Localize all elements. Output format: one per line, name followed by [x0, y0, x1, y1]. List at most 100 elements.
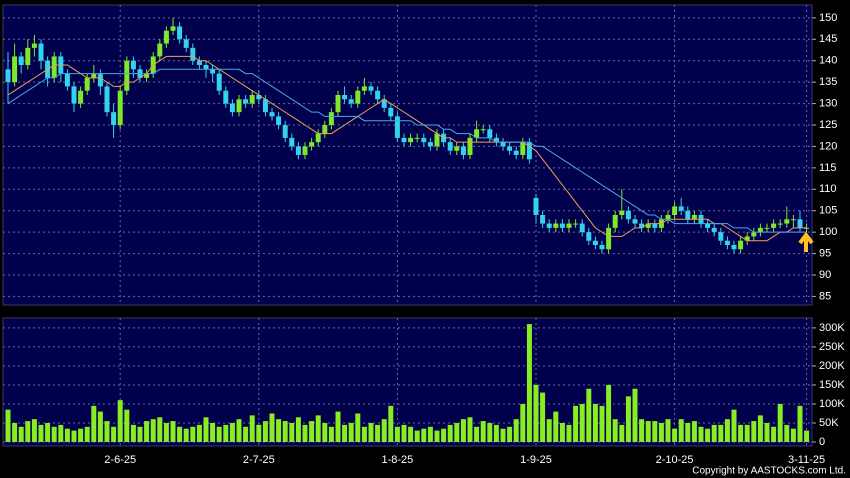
volume-bar — [276, 419, 282, 442]
y-tick-label: 150 — [819, 12, 837, 24]
volume-bar — [249, 415, 255, 442]
candle-body — [586, 232, 592, 241]
volume-bar — [216, 426, 222, 442]
volume-bar — [639, 419, 645, 442]
candle-body — [144, 73, 150, 78]
volume-bar — [91, 405, 97, 442]
volume-bar — [658, 422, 664, 442]
volume-bar — [744, 424, 750, 442]
volume-bar — [203, 417, 209, 442]
volume-bar — [526, 324, 532, 442]
volume-bar — [309, 421, 315, 442]
volume-bar — [348, 422, 354, 442]
candle-body — [157, 43, 163, 57]
y-tick-label: 250K — [819, 341, 845, 353]
candle-body — [12, 56, 18, 83]
volume-bar — [256, 424, 262, 442]
candle-body — [573, 223, 579, 225]
candle-body — [289, 137, 295, 147]
volume-bar — [104, 421, 110, 442]
y-tick-label: 50K — [819, 417, 839, 429]
volume-bar — [632, 388, 638, 442]
x-tick-label: 2-10-25 — [656, 454, 694, 466]
volume-bar — [190, 426, 196, 442]
volume-bar — [229, 422, 235, 442]
volume-bar — [771, 426, 777, 442]
volume-bar — [513, 419, 519, 442]
candle-body — [533, 197, 539, 215]
candle-body — [500, 142, 506, 147]
y-tick-label: 200K — [819, 360, 845, 372]
y-tick-label: 125 — [819, 119, 837, 131]
volume-bar — [414, 430, 420, 442]
candle-body — [592, 240, 598, 245]
candle-body — [18, 56, 24, 65]
y-tick-label: 0 — [819, 436, 825, 448]
y-tick-label: 85 — [819, 290, 831, 302]
candle-body — [375, 90, 381, 100]
candle-body — [480, 129, 486, 131]
volume-bar — [408, 426, 414, 442]
volume-bar — [711, 424, 717, 442]
candle-body — [790, 219, 796, 221]
y-tick-label: 100 — [819, 226, 837, 238]
volume-bar — [124, 409, 130, 442]
volume-bar — [375, 424, 381, 442]
volume-bar — [764, 422, 770, 442]
candle-body — [566, 223, 572, 228]
candle-body — [243, 99, 249, 104]
candle-body — [348, 99, 354, 104]
candle-body — [599, 245, 605, 250]
candle-body — [427, 142, 433, 147]
volume-bar — [150, 419, 156, 442]
candle-body — [282, 125, 288, 138]
volume-bar — [698, 426, 704, 442]
volume-bar — [137, 426, 143, 442]
candle-body — [540, 215, 546, 224]
candle-body — [97, 73, 103, 87]
volume-bar — [58, 424, 64, 442]
volume-bar — [757, 415, 763, 442]
y-tick-label: 130 — [819, 97, 837, 109]
candle-body — [797, 219, 803, 228]
volume-bar — [295, 417, 301, 442]
candle-body — [625, 210, 631, 220]
volume-bar — [546, 419, 552, 442]
candle-body — [84, 77, 90, 91]
volume-bar — [210, 422, 216, 442]
candle-body — [764, 227, 770, 229]
y-tick-label: 110 — [819, 183, 837, 195]
candle-body — [639, 223, 645, 228]
candle-body — [394, 116, 400, 138]
candle-body — [5, 69, 11, 83]
candle-body — [196, 60, 202, 65]
volume-bar — [183, 428, 189, 442]
volume-bar — [612, 419, 618, 442]
candle-body — [170, 26, 176, 31]
candle-body — [546, 223, 552, 228]
y-tick-label: 135 — [819, 76, 837, 88]
volume-bar — [289, 422, 295, 442]
volume-bar — [460, 419, 466, 442]
candle-body — [474, 129, 480, 138]
volume-bar — [672, 428, 678, 442]
volume-bar — [592, 403, 598, 442]
candle-body — [493, 137, 499, 143]
y-tick-label: 140 — [819, 55, 837, 67]
price-panel — [2, 4, 813, 306]
candle-body — [315, 133, 321, 143]
volume-bar — [196, 424, 202, 442]
candle-body — [507, 146, 513, 151]
candle-body — [78, 90, 84, 104]
volume-bar — [368, 422, 374, 442]
volume-bar — [427, 426, 433, 442]
volume-bar — [163, 422, 169, 442]
volume-bar — [573, 405, 579, 442]
volume-bar — [170, 421, 176, 442]
volume-bar — [738, 424, 744, 442]
x-tick-label: 3-11-25 — [788, 454, 825, 466]
candle-body — [738, 240, 744, 250]
candle-body — [414, 137, 420, 139]
volume-bar — [804, 430, 810, 442]
